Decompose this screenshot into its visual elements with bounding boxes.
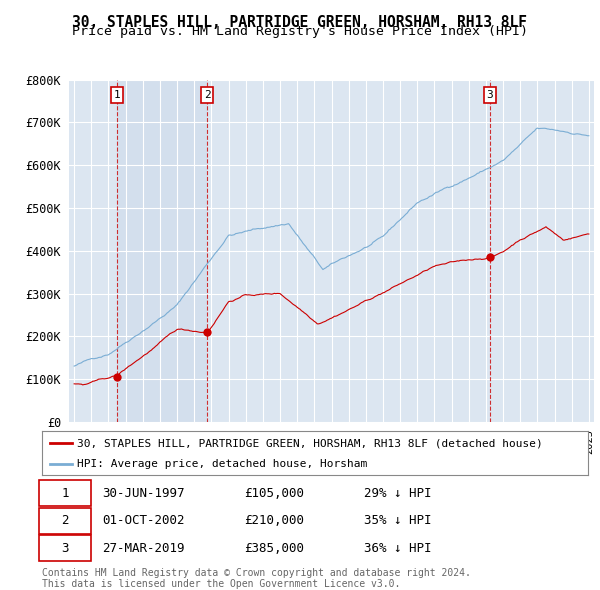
Text: 3: 3 <box>487 90 493 100</box>
Text: 2: 2 <box>61 514 69 527</box>
Text: 1: 1 <box>113 90 121 100</box>
Text: 29% ↓ HPI: 29% ↓ HPI <box>364 487 431 500</box>
Text: 30-JUN-1997: 30-JUN-1997 <box>102 487 185 500</box>
FancyBboxPatch shape <box>39 508 91 533</box>
Bar <box>117 80 207 422</box>
Text: 2: 2 <box>204 90 211 100</box>
Text: HPI: Average price, detached house, Horsham: HPI: Average price, detached house, Hors… <box>77 459 368 469</box>
Text: £210,000: £210,000 <box>244 514 304 527</box>
Text: 3: 3 <box>61 542 69 555</box>
Text: 30, STAPLES HILL, PARTRIDGE GREEN, HORSHAM, RH13 8LF: 30, STAPLES HILL, PARTRIDGE GREEN, HORSH… <box>73 15 527 30</box>
Text: 01-OCT-2002: 01-OCT-2002 <box>102 514 185 527</box>
Text: 35% ↓ HPI: 35% ↓ HPI <box>364 514 431 527</box>
Text: £105,000: £105,000 <box>244 487 304 500</box>
FancyBboxPatch shape <box>39 480 91 506</box>
Text: 1: 1 <box>61 487 69 500</box>
Text: 30, STAPLES HILL, PARTRIDGE GREEN, HORSHAM, RH13 8LF (detached house): 30, STAPLES HILL, PARTRIDGE GREEN, HORSH… <box>77 438 543 448</box>
Text: 36% ↓ HPI: 36% ↓ HPI <box>364 542 431 555</box>
Text: 27-MAR-2019: 27-MAR-2019 <box>102 542 185 555</box>
Text: Price paid vs. HM Land Registry's House Price Index (HPI): Price paid vs. HM Land Registry's House … <box>72 25 528 38</box>
FancyBboxPatch shape <box>39 535 91 561</box>
Text: Contains HM Land Registry data © Crown copyright and database right 2024.
This d: Contains HM Land Registry data © Crown c… <box>42 568 471 589</box>
Text: £385,000: £385,000 <box>244 542 304 555</box>
